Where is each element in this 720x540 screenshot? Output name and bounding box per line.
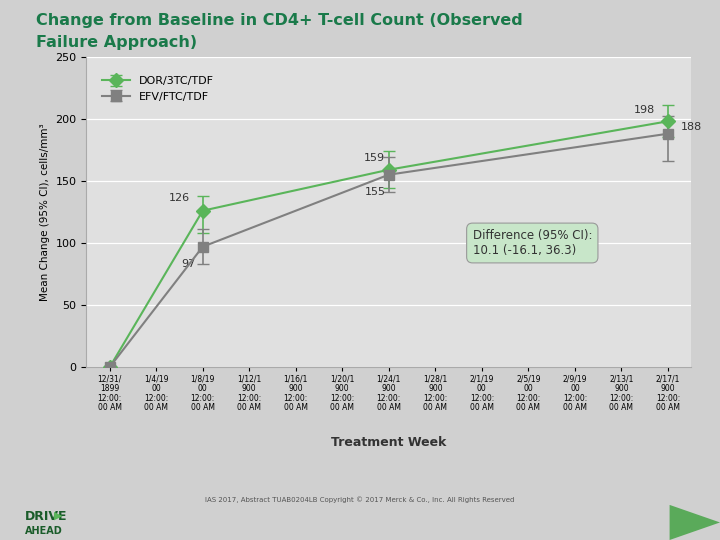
Text: 198: 198 <box>634 105 655 114</box>
Text: DRIVE: DRIVE <box>25 510 68 523</box>
Text: AHEAD: AHEAD <box>25 526 63 537</box>
Text: IAS 2017, Abstract TUAB0204LB Copyright © 2017 Merck & Co., Inc. All Rights Rese: IAS 2017, Abstract TUAB0204LB Copyright … <box>205 496 515 503</box>
Text: 155: 155 <box>364 186 385 197</box>
Text: Treatment Week: Treatment Week <box>331 435 446 449</box>
Text: 188: 188 <box>680 122 702 132</box>
Text: ▶: ▶ <box>54 511 63 521</box>
Y-axis label: Mean Change (95% CI), cells/mm³: Mean Change (95% CI), cells/mm³ <box>40 123 50 301</box>
Text: 159: 159 <box>364 153 385 163</box>
Text: 126: 126 <box>169 193 190 203</box>
Text: Failure Approach): Failure Approach) <box>36 35 197 50</box>
Text: 97: 97 <box>181 259 196 268</box>
Text: Change from Baseline in CD4+ T-cell Count (Observed: Change from Baseline in CD4+ T-cell Coun… <box>36 14 523 29</box>
Legend: DOR/3TC/TDF, EFV/FTC/TDF: DOR/3TC/TDF, EFV/FTC/TDF <box>98 72 219 106</box>
Polygon shape <box>670 505 720 540</box>
Text: Difference (95% CI):
10.1 (-16.1, 36.3): Difference (95% CI): 10.1 (-16.1, 36.3) <box>472 229 592 257</box>
